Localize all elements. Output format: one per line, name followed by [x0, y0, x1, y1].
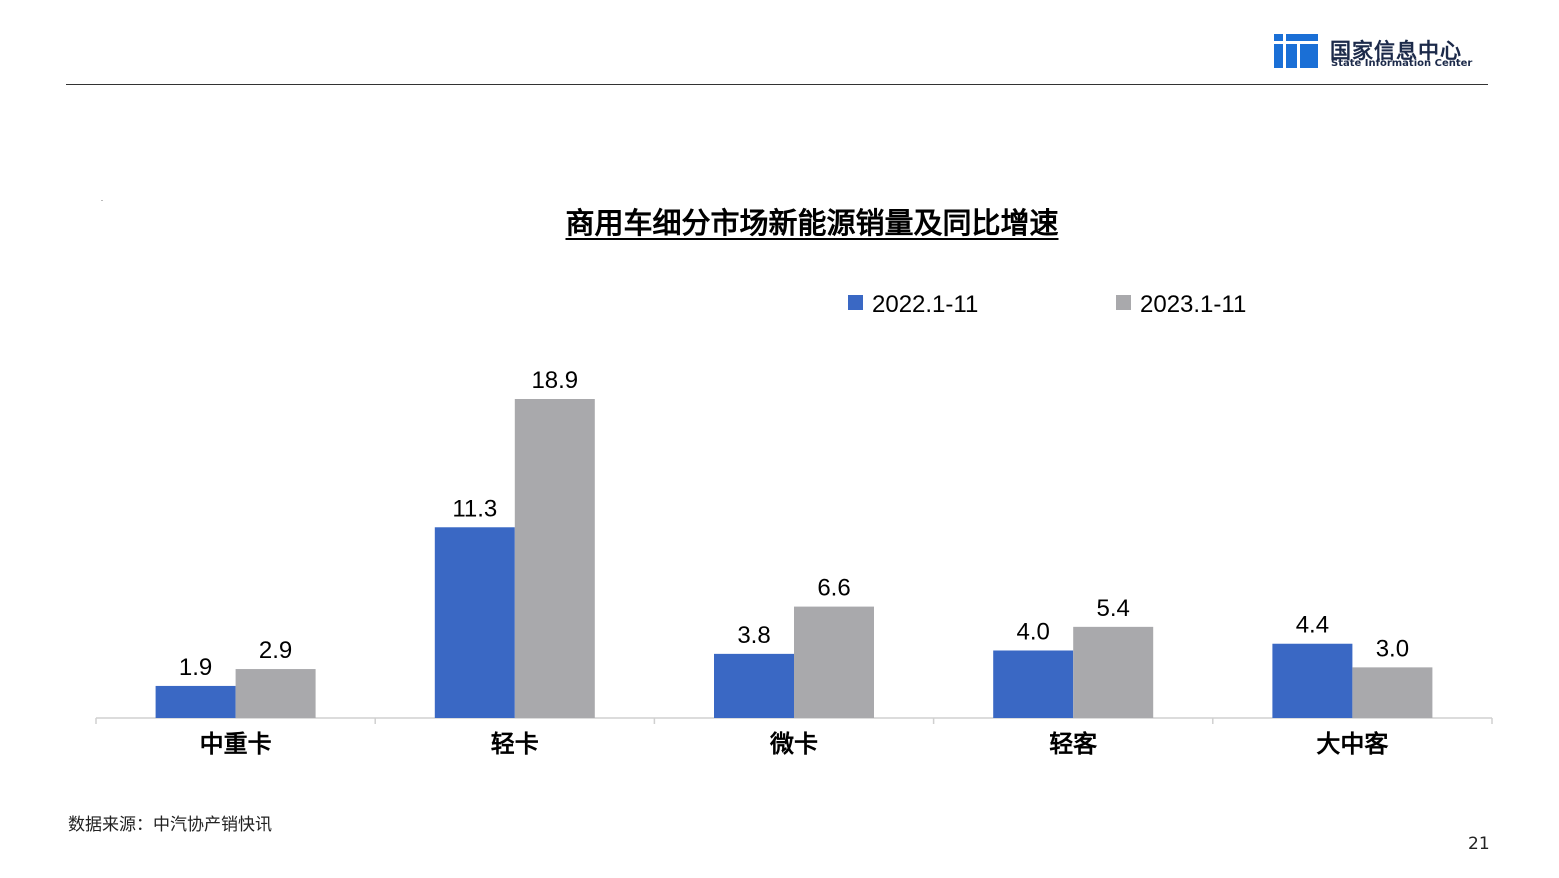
- state-information-center-logo: 国家信息中心 State Information Center: [1274, 34, 1488, 74]
- bar-series-2: [514, 399, 595, 718]
- bar-series-1: [155, 685, 236, 718]
- data-label: 4.0: [1017, 618, 1050, 645]
- bar-series-2: [235, 669, 316, 718]
- chart-title: 商用车细分市场新能源销量及同比增速: [565, 206, 1059, 240]
- category-label: 轻卡: [491, 730, 539, 758]
- category-label: 轻客: [1049, 730, 1098, 758]
- data-label: 11.3: [452, 495, 497, 522]
- bar-series-1: [434, 527, 515, 718]
- data-label: 4.4: [1296, 612, 1329, 639]
- legend-label: 2022.1-11: [872, 291, 978, 318]
- legend-label: 2023.1-11: [1140, 291, 1246, 318]
- data-label: 1.9: [179, 654, 212, 681]
- bar-series-1: [993, 650, 1074, 718]
- data-label: 3.0: [1376, 635, 1409, 662]
- logo-mark-icon: [1274, 34, 1318, 68]
- data-label: 2.9: [259, 637, 292, 664]
- category-label: 微卡: [769, 730, 818, 758]
- legend-swatch: [848, 295, 863, 310]
- category-label: 大中客: [1316, 730, 1389, 758]
- data-label: 5.4: [1097, 595, 1130, 622]
- bar-series-1: [714, 653, 794, 718]
- legend-swatch: [1116, 295, 1131, 310]
- page-number: 21: [1468, 834, 1490, 854]
- logo-org-name-en: State Information Center: [1331, 58, 1473, 69]
- bar-series-2: [1352, 667, 1433, 718]
- data-label: 6.6: [817, 575, 850, 602]
- data-label: 18.9: [531, 367, 578, 394]
- logo-org-name-cn: 国家信息中心: [1330, 39, 1462, 63]
- header-divider: [66, 84, 1488, 85]
- bar-series-2: [1073, 626, 1154, 718]
- bar-series-2: [794, 606, 874, 718]
- category-label: 中重卡: [200, 730, 272, 758]
- data-label: 3.8: [737, 622, 770, 649]
- stray-mark: [101, 200, 103, 201]
- bar-series-1: [1272, 643, 1353, 718]
- data-source-note: 数据来源：中汽协产销快讯: [68, 815, 272, 835]
